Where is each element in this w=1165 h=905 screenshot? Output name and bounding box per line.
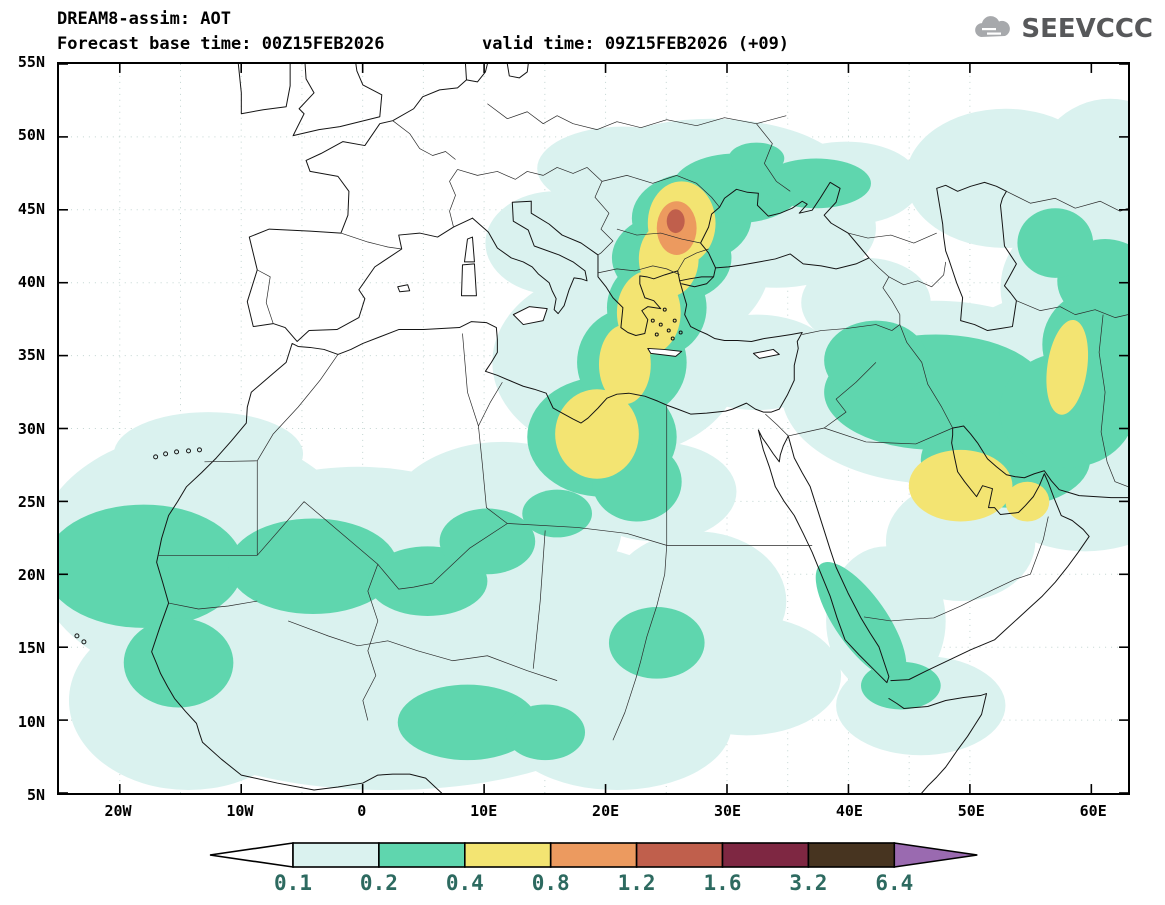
cloud-icon [975, 16, 1011, 37]
colorbar-value-label: 0.8 [531, 871, 570, 895]
colorbar-value-label: 6.4 [875, 871, 914, 895]
colorbar-arrow-above [893, 842, 978, 868]
x-tick-label: 30E [713, 802, 742, 820]
y-tick-label: 20N [17, 566, 45, 585]
colorbar-segment [721, 842, 810, 868]
aot-colorbar: 0.1 0.2 0.4 0.8 1.2 1.6 3.2 6.4 [208, 842, 979, 897]
x-tick-label: 20W [104, 802, 132, 820]
colorbar-segment [549, 842, 638, 868]
colorbar-value-label: 0.1 [274, 871, 312, 895]
map-canvas [59, 64, 1128, 793]
colorbar-segment [807, 842, 896, 868]
colorbar-value-label: 3.2 [789, 871, 828, 895]
colorbar-value-label: 0.2 [359, 871, 398, 895]
colorbar-segment [635, 842, 724, 868]
colorbar-segment [378, 842, 466, 868]
y-tick-label: 45N [17, 199, 45, 218]
axis-ticks [59, 64, 1128, 793]
colorbar-segment [463, 842, 552, 868]
colorbar-value-label: 1.2 [617, 871, 656, 895]
coastlines [74, 64, 1128, 793]
aot-field [59, 98, 1128, 791]
x-tick-label: 10E [470, 802, 498, 820]
page-title: DREAM8-assim: AOT [57, 9, 231, 29]
y-tick-label: 35N [17, 346, 45, 365]
y-tick-label: 55N [17, 53, 45, 71]
x-tick-label: 20E [592, 802, 620, 820]
colorbar-labels: 0.1 0.2 0.4 0.8 1.2 1.6 3.2 6.4 [208, 871, 979, 897]
colorbar-segment [292, 842, 380, 868]
y-tick-label: 15N [17, 639, 45, 658]
valid-time: valid time: 09Z15FEB2026 (+09) [482, 34, 790, 54]
y-tick-label: 25N [17, 492, 45, 511]
x-tick-label: 0 [357, 802, 367, 820]
y-tick-label: 10N [17, 712, 45, 731]
colorbar-arrow-below [209, 842, 294, 868]
x-tick-label: 60E [1079, 802, 1107, 820]
y-tick-label: 40N [17, 272, 45, 291]
y-axis: 55N 50N 45N 40N 35N 30N 25N 20N 15N 10N 5N [0, 53, 52, 804]
y-tick-label: 5N [26, 786, 45, 804]
seevccc-logo: SEEVCCC [970, 14, 1153, 44]
map-plot [57, 62, 1130, 795]
x-tick-label: 50E [957, 802, 985, 820]
x-tick-label: 40E [835, 802, 863, 820]
colorbar-value-label: 1.6 [703, 871, 742, 895]
x-axis: 20W 10W 0 10E 20E 30E 40E 50E 60E [57, 800, 1130, 822]
y-tick-label: 30N [17, 419, 45, 438]
y-tick-label: 50N [17, 126, 45, 145]
aot-level-1p2 [666, 209, 685, 234]
logo-text: SEEVCCC [1021, 14, 1153, 44]
x-tick-label: 10W [226, 802, 254, 820]
colorbar-value-label: 0.4 [445, 871, 484, 895]
colorbar-scale [209, 842, 978, 868]
country-borders [158, 103, 1128, 741]
forecast-base-time: Forecast base time: 00Z15FEB2026 [57, 34, 385, 54]
